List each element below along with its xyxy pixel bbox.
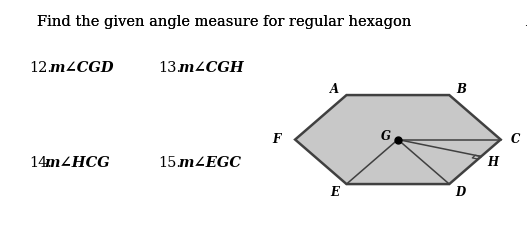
Text: m∠HCG: m∠HCG <box>44 156 110 170</box>
Text: Find the given angle measure for regular hexagon: Find the given angle measure for regular… <box>37 15 416 29</box>
Text: Find the given angle measure for regular hexagon: Find the given angle measure for regular… <box>37 15 416 29</box>
Text: Find the given angle measure for regular hexagon ABCDEF.: Find the given angle measure for regular… <box>37 15 483 29</box>
Text: D: D <box>456 185 466 198</box>
Text: E: E <box>330 185 339 198</box>
Text: m∠EGC: m∠EGC <box>178 156 241 170</box>
Text: F: F <box>272 132 281 145</box>
Text: 14.: 14. <box>29 156 52 170</box>
Text: G: G <box>382 129 391 142</box>
Text: 13.: 13. <box>158 60 181 74</box>
Polygon shape <box>295 96 501 184</box>
Text: A: A <box>330 82 339 95</box>
Text: ABCDEF.: ABCDEF. <box>526 15 527 29</box>
Text: m∠CGD: m∠CGD <box>49 60 113 74</box>
Text: 15.: 15. <box>158 156 181 170</box>
Text: m∠CGH: m∠CGH <box>178 60 244 74</box>
Text: H: H <box>487 155 499 168</box>
Text: B: B <box>456 82 466 95</box>
Text: C: C <box>511 132 520 145</box>
Text: 12.: 12. <box>29 60 52 74</box>
